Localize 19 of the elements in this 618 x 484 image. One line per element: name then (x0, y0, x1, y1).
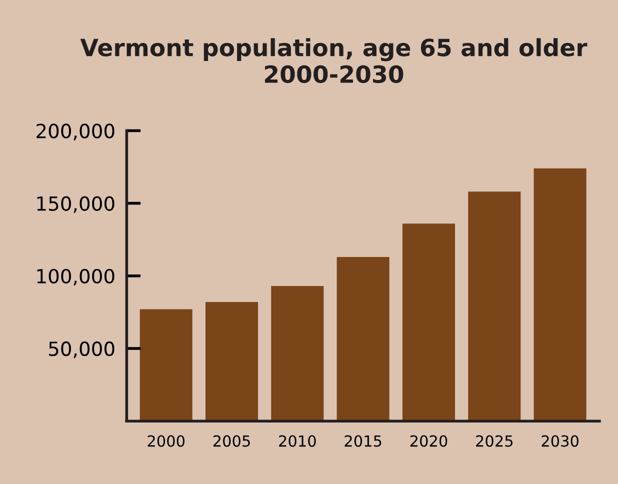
x-tick-label: 2010 (279, 435, 316, 447)
y-tick-label: 100,000 (37, 268, 114, 286)
bar (534, 168, 586, 422)
x-tick-label: 2020 (410, 435, 448, 447)
x-tick-label: 2015 (344, 435, 382, 447)
y-tick-label: 150,000 (37, 196, 114, 213)
x-tick-label: 2025 (476, 435, 513, 447)
y-tick-label: 200,000 (36, 124, 114, 140)
bar (336, 257, 390, 422)
x-tick-label: 2030 (542, 435, 578, 447)
bar (468, 192, 521, 422)
y-tick-label: 50,000 (49, 341, 114, 358)
bar (271, 286, 324, 422)
chart-title: Vermont population, age 65 and older 2000-2030 (80, 38, 588, 84)
bar (205, 302, 258, 422)
x-tick-label: 2000 (148, 435, 185, 447)
bar (140, 309, 192, 422)
bar (402, 224, 456, 422)
x-tick-label: 2005 (213, 435, 250, 447)
